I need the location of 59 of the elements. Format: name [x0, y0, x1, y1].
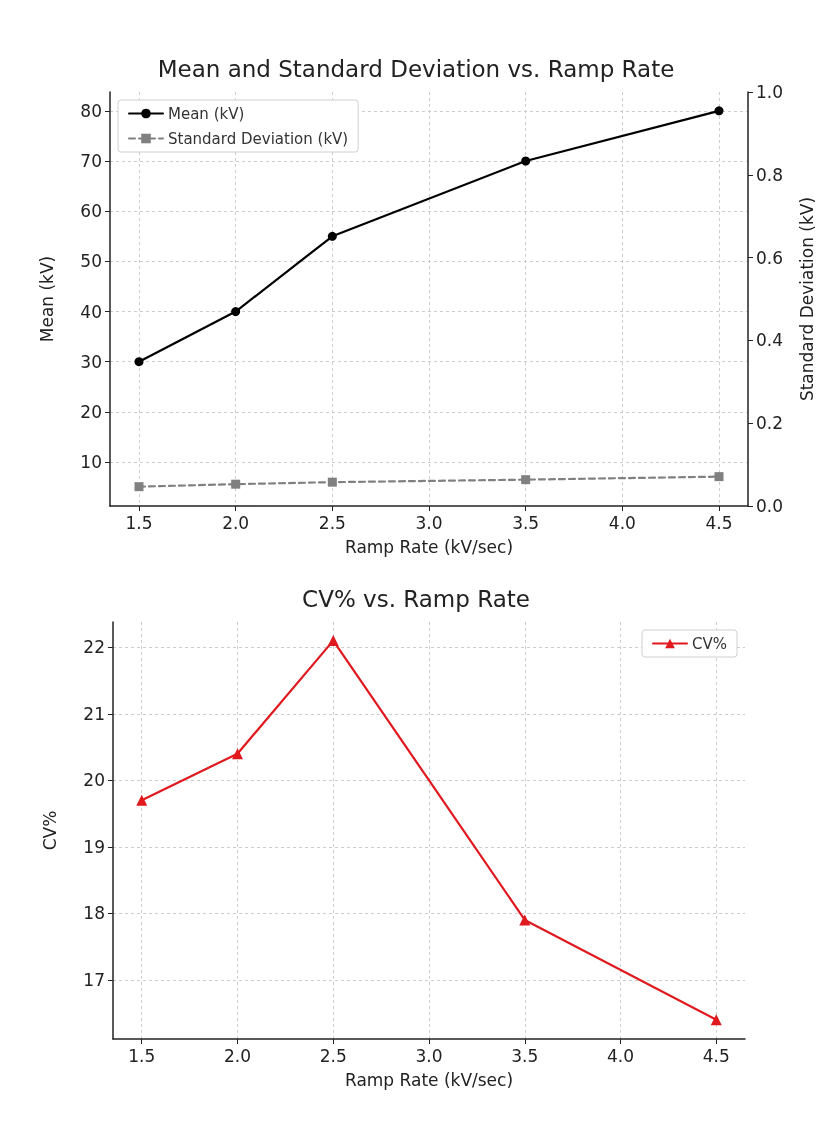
x-tick-label: 4.5 — [702, 1045, 730, 1066]
point — [327, 635, 339, 647]
x-tick-label: 2.0 — [223, 1045, 252, 1066]
y-tick-label: 70 — [80, 151, 102, 171]
point — [521, 156, 531, 166]
x-axis-title: Ramp Rate (kV/sec) — [344, 1069, 514, 1090]
point — [327, 231, 337, 241]
point — [134, 357, 144, 367]
y-tick-label: 10 — [80, 452, 102, 473]
chart-title: Mean and Standard Deviation vs. Ramp Rate — [157, 55, 675, 82]
y2-tick-label: 0.8 — [756, 164, 784, 185]
y-tick-label: 19 — [83, 836, 105, 857]
point — [136, 794, 148, 806]
x-tick-label: 3.5 — [512, 512, 540, 533]
y-tick-label: 18 — [83, 903, 105, 924]
y-tick-label: 50 — [80, 251, 102, 272]
x-tick-label: 4.5 — [705, 512, 733, 533]
x-tick-label: 4.0 — [606, 1045, 635, 1066]
y-axis-title: CV% — [39, 810, 60, 851]
y2-axis-title: Standard Deviation (kV) — [796, 196, 817, 402]
y2-tick-label: 0.2 — [756, 413, 784, 434]
x-tick-label: 2.5 — [318, 512, 346, 533]
legend-label: Mean (kV) — [168, 104, 245, 123]
x-tick-label: 1.5 — [125, 512, 153, 533]
point — [231, 748, 243, 760]
legend-label: Standard Deviation (kV) — [168, 129, 349, 148]
point — [710, 1014, 722, 1026]
x-tick-label: 3.0 — [415, 512, 443, 533]
y-tick-label: 21 — [83, 703, 105, 724]
point — [134, 482, 144, 492]
x-axis-title: Ramp Rate (kV/sec) — [344, 536, 514, 557]
y2-tick-label: 0.4 — [756, 330, 784, 351]
point — [519, 914, 531, 926]
y2-tick-label: 1.0 — [756, 82, 784, 102]
x-tick-label: 2.0 — [222, 512, 250, 533]
x-tick-label: 1.5 — [128, 1045, 156, 1066]
point — [231, 479, 241, 489]
y-tick-label: 30 — [80, 351, 102, 372]
x-tick-label: 2.5 — [319, 1045, 347, 1066]
y-tick-label: 80 — [80, 100, 102, 121]
y-tick-label: 60 — [80, 201, 102, 222]
point — [327, 477, 337, 487]
y-tick-label: 40 — [80, 301, 102, 322]
x-tick-label: 3.5 — [511, 1045, 539, 1066]
x-tick-label: 3.0 — [415, 1045, 443, 1066]
y-axis-title: Mean (kV) — [36, 255, 57, 343]
point — [714, 106, 724, 116]
y-tick-label: 22 — [83, 637, 105, 658]
point — [714, 472, 724, 482]
point — [521, 475, 531, 485]
y2-tick-label: 0.0 — [756, 496, 784, 516]
y2-tick-label: 0.6 — [756, 247, 784, 268]
x-tick-label: 4.0 — [608, 512, 636, 533]
y-tick-label: 20 — [83, 770, 105, 791]
chart-title: CV% vs. Ramp Rate — [302, 585, 530, 612]
legend-label: CV% — [692, 634, 728, 653]
y-tick-label: 17 — [83, 969, 105, 990]
point — [231, 307, 241, 317]
y-tick-label: 20 — [80, 401, 102, 422]
